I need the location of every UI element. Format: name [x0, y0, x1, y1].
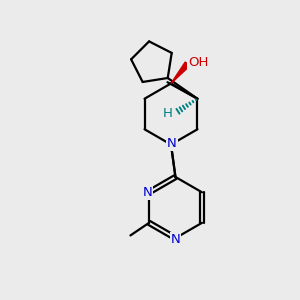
Polygon shape — [171, 62, 190, 83]
Text: OH: OH — [188, 56, 208, 69]
Text: H: H — [163, 107, 173, 120]
Text: N: N — [167, 136, 176, 150]
Text: N: N — [171, 233, 180, 246]
Text: N: N — [143, 186, 152, 199]
